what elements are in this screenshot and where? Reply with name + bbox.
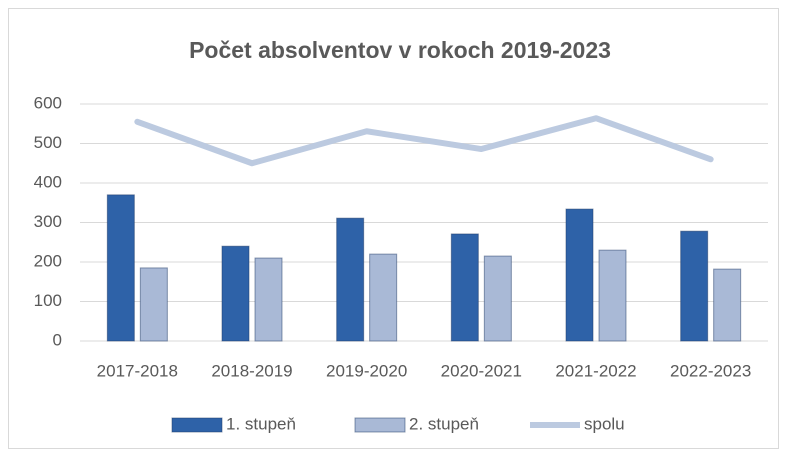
y-tick-label: 300: [34, 212, 62, 231]
legend-swatch: [354, 417, 406, 433]
line: [134, 115, 714, 167]
bar: [450, 233, 479, 342]
legend-label: 2. stupeň: [409, 414, 479, 433]
legend-label: spolu: [584, 414, 625, 433]
y-tick-label: 500: [34, 133, 62, 152]
legend-swatch: [171, 417, 223, 433]
legend-label: 1. stupeň: [226, 414, 296, 433]
bar: [106, 194, 135, 342]
bar: [336, 217, 365, 342]
y-tick-label: 200: [34, 251, 62, 270]
bar: [254, 257, 283, 342]
x-tick-label: 2018-2019: [211, 361, 292, 380]
x-tick-label: 2020-2021: [441, 361, 522, 380]
bar: [221, 245, 250, 342]
y-tick-label: 0: [53, 330, 62, 349]
x-tick-label: 2021-2022: [555, 361, 636, 380]
bar: [139, 267, 168, 342]
bar: [598, 249, 627, 342]
bar: [713, 268, 742, 342]
y-tick-label: 100: [34, 291, 62, 310]
bar: [565, 208, 594, 342]
x-tick-label: 2019-2020: [326, 361, 407, 380]
bar: [483, 255, 512, 342]
x-tick-label: 2017-2018: [97, 361, 178, 380]
chart-frame: [8, 8, 779, 449]
bar: [369, 253, 398, 342]
bar: [680, 230, 709, 342]
x-tick-label: 2022-2023: [670, 361, 751, 380]
chart-title: Počet absolventov v rokoch 2019-2023: [189, 37, 611, 63]
y-tick-label: 600: [34, 93, 62, 112]
y-tick-label: 400: [34, 172, 62, 191]
